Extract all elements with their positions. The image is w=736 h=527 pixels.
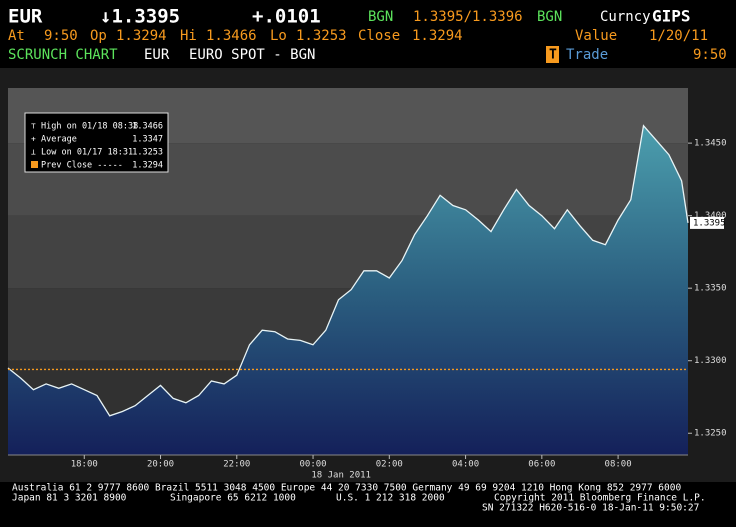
legend-value: 1.3253	[132, 148, 163, 158]
value: 1.3294	[116, 28, 167, 44]
label: Lo	[270, 28, 287, 44]
ticker: EUR	[8, 6, 43, 28]
trade-icon[interactable]	[546, 46, 559, 63]
legend-box	[24, 112, 169, 173]
footer-text: Japan 81 3 3201 8900	[12, 493, 127, 504]
value: 1/20/11	[649, 28, 708, 44]
yellow-key: Curncy	[600, 9, 651, 25]
footer-text: U.S. 1 212 318 2000	[336, 493, 445, 504]
y-tick-label: 1.3400	[694, 211, 727, 221]
value: 9:50	[44, 28, 78, 44]
price: ↓1.3395	[100, 6, 180, 28]
y-tick-label: 1.3450	[694, 139, 727, 149]
source: BGN	[368, 9, 393, 25]
ticker: EUR	[144, 47, 170, 63]
x-tick-label: 04:00	[452, 460, 479, 470]
x-tick-label: 22:00	[223, 460, 250, 470]
legend-icon: +	[31, 135, 36, 144]
x-tick-label: 02:00	[376, 460, 403, 470]
legend-swatch	[31, 161, 38, 168]
price-line	[7, 124, 689, 417]
footer-text: SN 271322 H620-516-0 18-Jan-11 9:50:27	[482, 503, 699, 514]
label: Close	[358, 28, 400, 44]
description: EURO SPOT - BGN	[189, 47, 315, 63]
x-tick-label: 06:00	[528, 460, 555, 470]
time: 9:50	[693, 47, 727, 63]
trade-button[interactable]: Trade	[566, 47, 608, 63]
footer-text: Copyright 2011 Bloomberg Finance L.P.	[494, 493, 706, 504]
legend: ⊤ High on 01/18 08:381.3466 + Average 1.3347…	[24, 112, 169, 173]
date-label: 18 Jan 2011	[311, 471, 371, 481]
legend-value: 1.3294	[132, 161, 163, 171]
x-tick-label: 20:00	[147, 460, 174, 470]
last-value-label: 1.3395	[693, 218, 726, 228]
footer-text: Australia 61 2 9777 8600 Brazil 5511 304…	[12, 483, 681, 494]
legend-label: Low on 01/17 18:31	[41, 148, 133, 158]
label: At	[8, 28, 25, 44]
legend-value: 1.3347	[132, 135, 163, 145]
function: GIPS	[652, 7, 691, 26]
label: Hi	[180, 28, 197, 44]
plot: 1.3250 1.3300 1.3350 1.3400 1.3450 1.3395 18:0…	[7, 88, 727, 481]
y-tick-label: 1.3300	[694, 356, 727, 366]
footer-text: Singapore 65 6212 1000	[170, 493, 296, 504]
change: +.0101	[252, 6, 321, 28]
legend-icon: ⊤	[31, 122, 36, 131]
label: Op	[90, 28, 107, 44]
legend-label: Prev Close -----	[41, 161, 123, 171]
x-tick-label: 18:00	[71, 460, 98, 470]
chart-name: SCRUNCH CHART	[8, 47, 118, 63]
area	[8, 125, 688, 455]
value: 1.3253	[296, 28, 347, 44]
legend-icon: ⊥	[31, 148, 36, 157]
source: BGN	[537, 9, 562, 25]
value: 1.3294	[412, 28, 463, 44]
legend-label: High on 01/18 08:38	[41, 122, 138, 132]
legend-value: 1.3466	[132, 122, 163, 132]
x-tick-label: 08:00	[605, 460, 632, 470]
trade-icon-label[interactable]: T	[549, 48, 557, 63]
last-value-tag	[690, 216, 724, 229]
y-tick-label: 1.3250	[694, 429, 727, 439]
x-tick-label: 00:00	[299, 460, 326, 470]
label: Value	[575, 28, 617, 44]
bid-ask: 1.3395/1.3396	[413, 9, 523, 25]
legend-label: Average	[41, 135, 77, 145]
y-tick-label: 1.3350	[694, 284, 727, 294]
value: 1.3466	[206, 28, 257, 44]
